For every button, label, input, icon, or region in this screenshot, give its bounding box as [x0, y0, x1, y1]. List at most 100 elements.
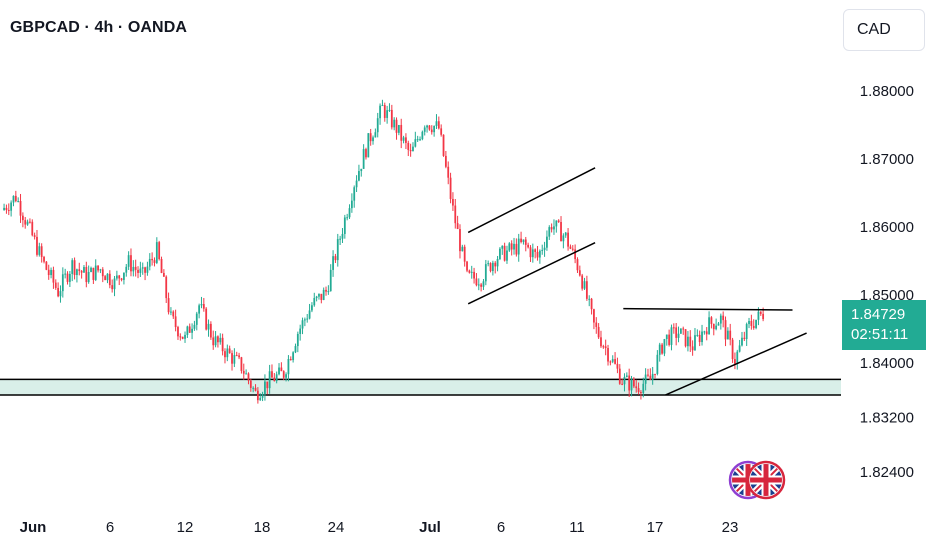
candle-body-down: [334, 256, 337, 261]
candle-body-up: [433, 125, 436, 133]
candle-body-down: [280, 367, 283, 372]
candle-body-up: [264, 381, 266, 395]
candle-body-up: [292, 352, 295, 361]
candle-body-up: [336, 239, 339, 261]
currency-button[interactable]: CAD: [843, 9, 925, 51]
candle-body-up: [287, 359, 290, 375]
candle-body-up: [397, 124, 400, 133]
candle-body-up: [313, 297, 316, 306]
candle-body-up: [538, 250, 541, 258]
candle-body-up: [327, 291, 330, 293]
candle-body-up: [294, 346, 297, 353]
candle-body-up: [94, 265, 97, 280]
candle-body-down: [581, 275, 584, 289]
candle-body-up: [663, 339, 666, 354]
candle-body-down: [691, 346, 694, 351]
candle-body-up: [482, 281, 485, 287]
candle-body-up: [501, 245, 504, 249]
candle-body-up: [362, 149, 365, 169]
candle-body-down: [597, 326, 600, 338]
candle-body-down: [137, 269, 139, 273]
candle-body-down: [447, 166, 450, 178]
candle-body-down: [21, 215, 24, 221]
candle-body-down: [459, 229, 461, 252]
candle-body-up: [301, 320, 304, 329]
candle-body-down: [503, 245, 506, 261]
candle-body-up: [386, 110, 389, 118]
candle-body-down: [188, 326, 191, 333]
candle-body-up: [423, 127, 426, 132]
candle-body-down: [118, 275, 121, 279]
candle-body-down: [527, 244, 530, 248]
candle-body-down: [31, 221, 34, 236]
candle-body-up: [3, 207, 5, 210]
candle-body-down: [722, 315, 725, 321]
candle-body-down: [602, 346, 605, 348]
candle-body-down: [534, 249, 537, 252]
candle-body-down: [242, 370, 245, 374]
candle-body-down: [473, 271, 475, 279]
candle-body-down: [54, 282, 57, 288]
candle-body-down: [571, 248, 574, 250]
candle-body-down: [247, 373, 250, 381]
candle-body-down: [684, 329, 687, 347]
channel-lower-line: [467, 241, 596, 305]
candle-body-up: [355, 180, 358, 188]
candle-body-down: [607, 348, 609, 362]
currency-label: CAD: [857, 21, 891, 38]
candle-body-down: [444, 155, 447, 167]
candle-body-up: [132, 266, 135, 272]
candle-body-up: [83, 267, 85, 273]
candle-body-up: [76, 269, 78, 276]
candle-body-up: [564, 232, 567, 236]
candle-body-down: [179, 336, 182, 338]
candle-body-down: [759, 311, 762, 314]
candle-body-down: [221, 337, 224, 352]
candle-body-up: [268, 371, 271, 389]
candle-body-down: [325, 289, 327, 292]
candle-body-up: [656, 354, 659, 374]
candle-body-up: [708, 317, 710, 335]
candle-body-up: [419, 139, 421, 141]
candle-body-down: [640, 392, 642, 394]
candle-body-down: [409, 149, 412, 152]
candle-body-down: [524, 239, 527, 245]
candle-body-up: [701, 331, 703, 343]
candle-body-up: [625, 375, 628, 377]
candle-body-down: [649, 375, 652, 380]
candle-body-down: [238, 355, 240, 358]
candle-body-down: [407, 142, 410, 150]
candle-body-down: [33, 235, 36, 237]
candle-body-down: [550, 227, 553, 230]
candle-body-up: [522, 239, 525, 243]
candle-body-up: [541, 249, 544, 251]
candle-body-up: [658, 344, 661, 355]
candle-body-up: [679, 328, 682, 334]
candle-body-up: [71, 260, 74, 274]
candle-body-up: [275, 374, 278, 382]
candle-body-down: [635, 386, 638, 389]
candle-body-up: [745, 324, 748, 339]
candle-body-up: [755, 319, 757, 329]
candle-body-up: [233, 355, 236, 364]
candle-body-up: [148, 258, 151, 267]
candle-body-down: [271, 371, 273, 378]
candle-body-up: [412, 146, 414, 152]
x-tick-label: Jul: [419, 519, 441, 536]
candle-body-up: [402, 137, 405, 141]
last-price-value: 1.84729: [851, 306, 906, 323]
candle-body-up: [477, 284, 480, 286]
candle-body-up: [374, 132, 377, 138]
last-price-tag: 1.84729 02:51:11: [842, 300, 926, 350]
candle-body-up: [214, 336, 217, 346]
candle-body-up: [726, 330, 729, 340]
candle-body-down: [647, 374, 649, 376]
candle-body-down: [428, 125, 431, 130]
candle-body-down: [101, 269, 104, 277]
candle-body-up: [125, 266, 128, 273]
candle-body-down: [752, 325, 755, 329]
candle-body-up: [379, 105, 381, 119]
candle-body-down: [463, 246, 466, 262]
candle-body-down: [85, 267, 88, 283]
